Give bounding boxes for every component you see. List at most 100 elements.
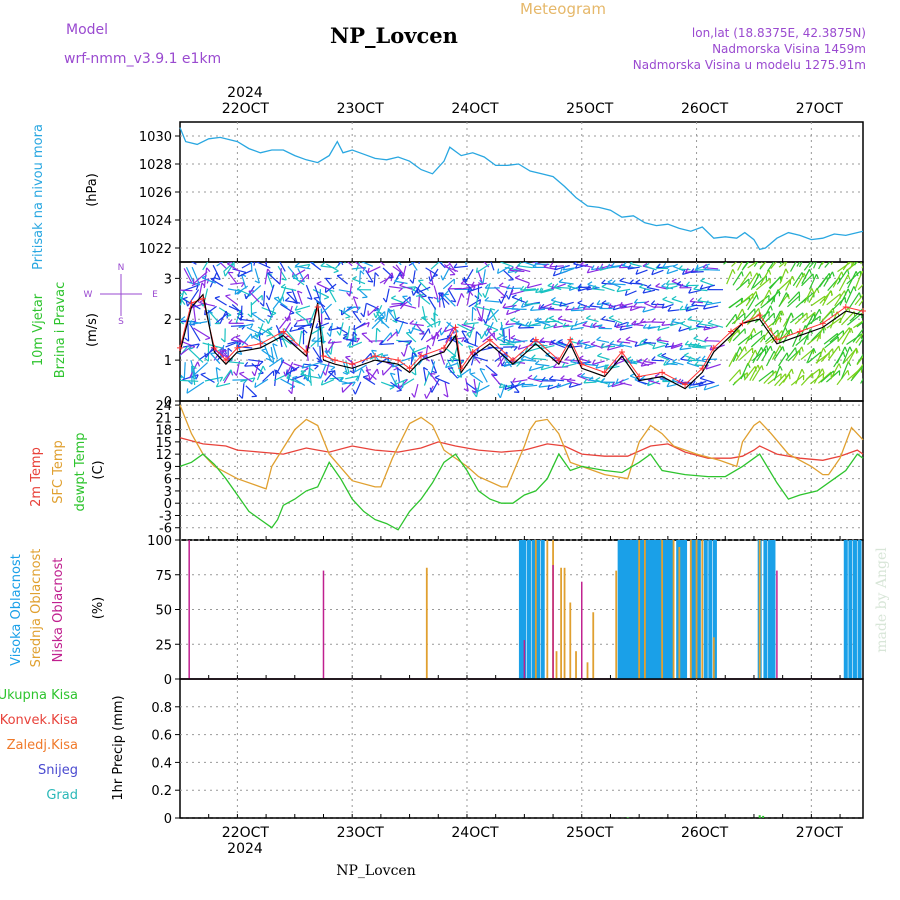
wind-barb xyxy=(629,262,642,267)
wind-barb xyxy=(225,295,238,306)
wind-barb xyxy=(760,289,770,306)
wind-barb xyxy=(529,365,544,372)
y-tick-label: 12 xyxy=(155,448,172,463)
wind-barb xyxy=(361,262,374,267)
wind-barb-flag xyxy=(671,318,677,323)
wind-barb xyxy=(548,317,564,325)
wind-barb xyxy=(798,262,803,268)
compass-s: S xyxy=(118,317,124,327)
wind-barb-flag xyxy=(702,304,707,310)
wind-barb xyxy=(285,366,300,375)
wind-barb xyxy=(553,324,570,329)
wind-barb-flag xyxy=(196,343,200,349)
x-tick-top-22oct: 22OCT xyxy=(222,101,270,117)
wind-barb-flag xyxy=(338,377,344,382)
wind-barb-flag xyxy=(230,369,233,375)
wind-barb-flag xyxy=(598,324,603,329)
wind-barb xyxy=(562,363,577,368)
wind-barb-flag xyxy=(510,317,516,321)
wind-barb-flag xyxy=(316,281,322,285)
wind-barb-flag xyxy=(259,302,265,307)
wind-barb-flag xyxy=(854,255,855,260)
wind-barb-flag xyxy=(577,303,582,309)
wind-barb xyxy=(180,296,186,305)
wind-barb xyxy=(858,299,863,307)
wind-barb xyxy=(342,337,357,343)
wind-barb xyxy=(666,283,678,285)
wind-barb-flag xyxy=(559,268,563,274)
wind-barb-flag xyxy=(427,344,432,350)
x-tick-labels-bottom: 22OCT 23OCT 24OCT 25OCT 26OCT 27OCT xyxy=(222,825,844,841)
wind-barb-flag xyxy=(635,269,639,275)
wind-barb-flag xyxy=(294,262,300,267)
y-tick-label: 1 xyxy=(164,354,172,369)
wind-barb-flag xyxy=(615,378,619,384)
wind-barb-flag xyxy=(286,375,292,379)
wind-barb-flag xyxy=(642,288,646,294)
wind-barb-flag xyxy=(195,285,199,291)
wind-barb-flag xyxy=(777,289,781,295)
wind-barb xyxy=(180,267,181,269)
gust-marker xyxy=(555,357,562,364)
wind-barb-flag xyxy=(365,376,371,381)
wind-barb-flag xyxy=(187,380,193,385)
wind-barb-flag xyxy=(250,323,254,329)
wind-barb xyxy=(643,360,657,364)
wind-barb xyxy=(525,324,541,327)
wind-barb xyxy=(387,309,397,322)
temp-ylabel2: SFC Temp xyxy=(51,440,66,504)
wind-barb xyxy=(263,290,266,307)
wind-barb-flag xyxy=(788,374,791,380)
wind-barb xyxy=(248,359,264,363)
wind-barb-flag xyxy=(498,333,504,337)
wind-barbs xyxy=(180,249,863,399)
wind-barb xyxy=(696,345,711,348)
wind-barb xyxy=(204,376,223,382)
wind-barb-flag xyxy=(461,330,467,333)
wind-barb-flag xyxy=(274,369,277,375)
y-tick-label: 21 xyxy=(155,411,172,426)
wind-barb-flag xyxy=(461,337,465,343)
wind-barb-flag xyxy=(839,249,841,254)
wind-barb xyxy=(191,262,197,265)
wind-barb-flag xyxy=(576,339,581,345)
wind-barb xyxy=(257,326,272,336)
wind-barb-flag xyxy=(838,345,841,352)
wind-barb-flag xyxy=(807,252,809,257)
gust-marker xyxy=(727,328,734,335)
wind-barb xyxy=(402,378,415,387)
wind-barb-flag xyxy=(507,268,511,273)
wind-barb-flag xyxy=(570,324,574,330)
wind-barb-flag xyxy=(468,345,474,348)
wind-barb xyxy=(672,265,684,272)
wind-barb xyxy=(786,295,800,308)
wind-barb xyxy=(846,262,859,272)
wind-barb xyxy=(536,320,551,327)
wind-barb-flag xyxy=(657,352,663,357)
wind-barb xyxy=(778,329,790,343)
wind-barb xyxy=(447,367,458,379)
wind-barb-flag xyxy=(577,300,583,304)
wind-barb-flag xyxy=(261,348,267,351)
wind-barb xyxy=(795,273,805,288)
wind-barb xyxy=(202,342,223,349)
wind-barb xyxy=(346,326,351,340)
y-tick-label: -3 xyxy=(159,509,172,524)
wind-barb xyxy=(530,308,546,311)
wind-barb xyxy=(806,348,815,364)
wind-barb-flag xyxy=(352,311,359,313)
wind-barb xyxy=(363,303,367,318)
wind-barb xyxy=(423,372,430,386)
wind-barb-flag xyxy=(515,320,520,325)
wind-barb xyxy=(575,263,589,269)
wind-barb xyxy=(666,269,679,275)
wind-barb-flag xyxy=(467,287,471,293)
wind-barb xyxy=(316,283,330,290)
wind-barb xyxy=(808,273,818,290)
wind-barb xyxy=(405,332,417,343)
wind-barb-flag xyxy=(436,297,439,303)
wind-barb-flag xyxy=(288,315,291,321)
wind-barb xyxy=(278,315,290,329)
wind-barb-flag xyxy=(239,315,244,320)
wind-barb xyxy=(523,289,539,292)
